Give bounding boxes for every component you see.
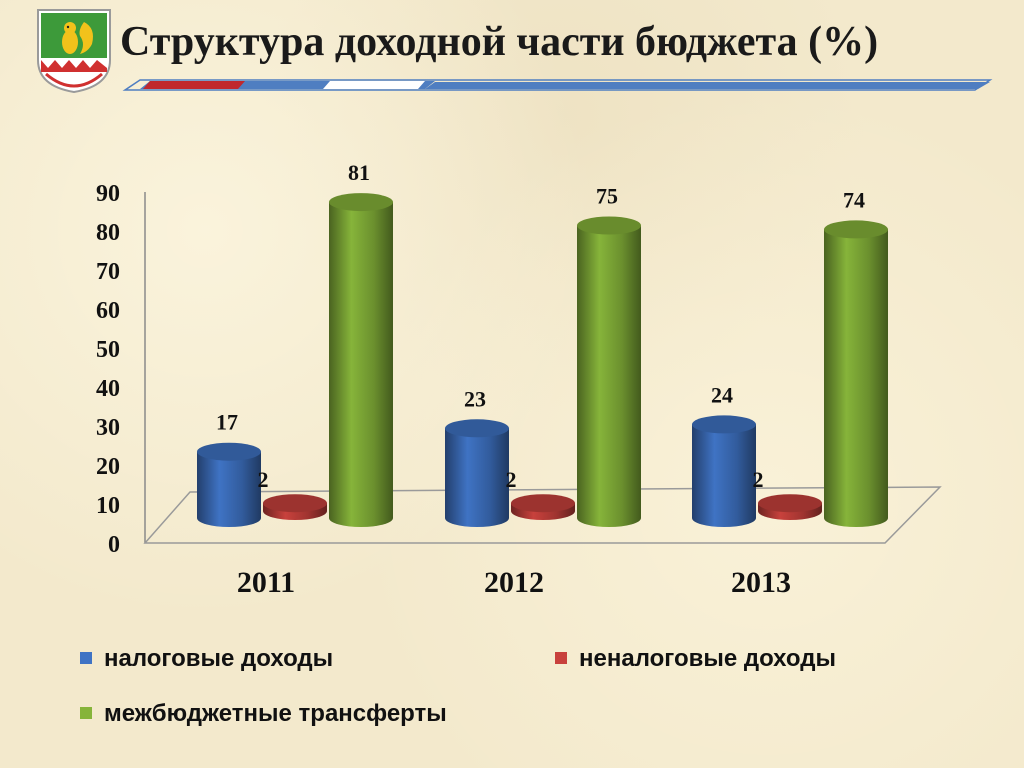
- legend-item-tax: налоговые доходы: [80, 645, 333, 673]
- legend-swatch-nontax: [555, 652, 567, 664]
- y-tick-label: 40: [96, 376, 120, 402]
- legend-item-transfers: межбюджетные трансферты: [80, 700, 447, 728]
- squirrel-coat-of-arms-icon: [37, 9, 111, 94]
- bar-2013-tax: [692, 424, 756, 527]
- data-label: 24: [711, 382, 733, 407]
- bar-2011-transfers: [329, 202, 393, 527]
- legend-item-nontax: неналоговые доходы: [555, 645, 836, 673]
- bar-cap: [692, 415, 756, 434]
- x-tick-label: 2012: [484, 566, 544, 599]
- x-tick-label: 2013: [731, 566, 791, 599]
- y-tick-label: 0: [108, 532, 120, 558]
- bar-chart: 0 10 20 30 40 50 60 70 80 90 17 2 81 2011 23 2 75 2012 24 2…: [96, 160, 942, 599]
- bar-cap: [197, 442, 261, 461]
- y-tick-label: 60: [96, 298, 120, 324]
- data-label: 74: [843, 187, 865, 212]
- legend-label: межбюджетные трансферты: [104, 700, 447, 727]
- y-tick-label: 20: [96, 454, 120, 480]
- bar-cap: [263, 494, 327, 513]
- data-label: 81: [348, 160, 370, 185]
- bar-2012-transfers: [577, 225, 641, 527]
- bar-cap: [445, 419, 509, 438]
- bar-cap: [824, 220, 888, 239]
- legend-label: налоговые доходы: [104, 645, 334, 672]
- data-label: 23: [464, 386, 486, 411]
- x-tick-label: 2011: [237, 566, 295, 599]
- page-title: Структура доходной части бюджета (%): [120, 19, 879, 65]
- emblem: [36, 8, 112, 94]
- data-label: 2: [753, 467, 764, 492]
- bar-cap: [329, 193, 393, 212]
- bar-cap: [577, 216, 641, 235]
- chart-floor: [143, 486, 942, 544]
- y-tick-label: 10: [96, 493, 120, 519]
- y-tick-label: 80: [96, 220, 120, 246]
- title-underline-bar: [122, 79, 993, 91]
- y-tick-label: 50: [96, 337, 120, 363]
- data-label: 75: [596, 184, 618, 209]
- bar-2012-tax: [445, 428, 509, 527]
- y-tick-label: 70: [96, 259, 120, 285]
- y-tick-label: 90: [96, 181, 120, 207]
- legend-label: неналоговые доходы: [579, 645, 837, 672]
- data-label: 2: [258, 467, 269, 492]
- bar-2013-transfers: [824, 229, 888, 527]
- bar-2011-tax: [197, 451, 261, 527]
- legend-swatch-tax: [80, 652, 92, 664]
- y-tick-label: 30: [96, 415, 120, 441]
- data-label: 17: [216, 410, 238, 435]
- legend-swatch-transfers: [80, 707, 92, 719]
- bar-cap: [511, 494, 575, 513]
- data-label: 2: [506, 467, 517, 492]
- bar-cap: [758, 494, 822, 513]
